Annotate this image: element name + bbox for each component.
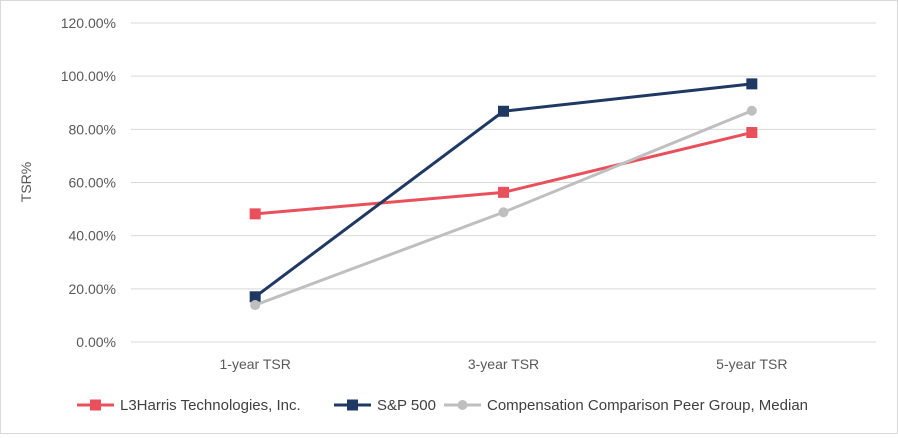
data-point-marker <box>746 78 758 90</box>
legend-marker <box>457 400 468 410</box>
data-point-marker <box>498 105 509 117</box>
data-point-marker <box>746 127 758 139</box>
series-line <box>255 131 753 216</box>
y-tick-label: 120.00% <box>61 15 116 31</box>
legend-marker <box>90 399 101 411</box>
series-1 <box>249 127 758 220</box>
legend-item-1: L3Harris Technologies, Inc. <box>77 397 301 414</box>
x-tick-label: 1-year TSR <box>220 356 291 372</box>
series-2 <box>249 78 758 303</box>
legend-label: S&P 500 <box>377 397 436 414</box>
data-point-marker <box>249 291 261 303</box>
legend-label: Compensation Comparison Peer Group, Medi… <box>487 397 808 414</box>
x-tick-label: 3-year TSR <box>468 356 539 372</box>
data-series <box>249 78 758 311</box>
legend-marker <box>347 399 358 411</box>
y-tick-label: 60.00% <box>69 175 116 191</box>
data-point-marker <box>498 186 509 198</box>
data-point-marker <box>498 207 509 218</box>
y-tick-label: 40.00% <box>69 228 116 244</box>
legend-label: L3Harris Technologies, Inc. <box>120 397 301 414</box>
y-tick-label: 100.00% <box>61 68 116 84</box>
data-point-marker <box>249 208 261 220</box>
y-tick-label: 0.00% <box>76 334 116 350</box>
legend: L3Harris Technologies, Inc. S&P 500 Compen… <box>77 397 808 414</box>
legend-item-3: Compensation Comparison Peer Group, Medi… <box>444 397 808 414</box>
data-point-marker <box>746 105 757 116</box>
legend-item-2: S&P 500 <box>334 397 436 414</box>
y-tick-label: 80.00% <box>69 121 116 137</box>
x-tick-label: 5-year TSR <box>716 356 787 372</box>
gridlines <box>131 22 876 343</box>
x-axis-tick-labels: 1-year TSR 3-year TSR 5-year TSR <box>220 356 788 372</box>
series-3 <box>250 105 757 311</box>
data-point-marker <box>250 300 261 311</box>
y-tick-label: 20.00% <box>69 281 116 297</box>
y-axis-label: TSR% <box>18 162 34 202</box>
y-axis-tick-labels: 0.00% 20.00% 40.00% 60.00% 80.00% 100.00% 120.… <box>61 15 116 350</box>
